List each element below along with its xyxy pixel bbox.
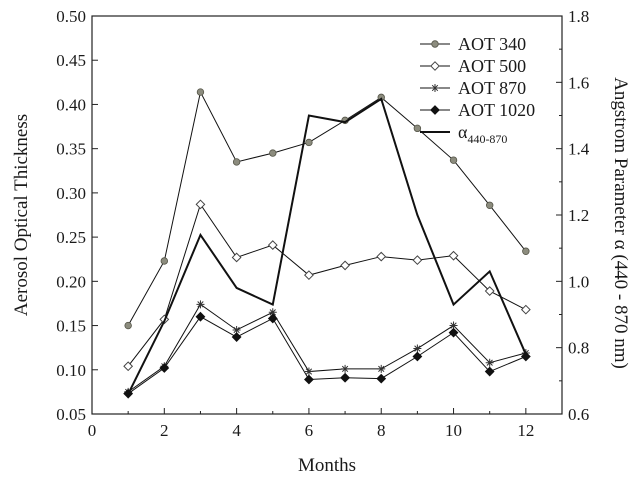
data-point bbox=[231, 252, 242, 263]
y-tick-label: 0.45 bbox=[56, 51, 86, 70]
data-point bbox=[413, 344, 422, 353]
y-tick-label: 0.30 bbox=[56, 184, 86, 203]
legend-label: AOT 500 bbox=[458, 56, 526, 76]
data-point bbox=[232, 325, 241, 334]
data-point bbox=[376, 251, 387, 262]
legend-marker bbox=[431, 40, 439, 48]
x-tick-label: 6 bbox=[305, 421, 314, 440]
series-line bbox=[127, 316, 527, 395]
y-tick-label: 0.40 bbox=[56, 95, 86, 114]
data-point bbox=[376, 373, 387, 384]
data-point bbox=[304, 374, 314, 385]
data-point bbox=[340, 260, 350, 271]
data-point bbox=[195, 199, 206, 210]
data-point bbox=[304, 367, 313, 376]
series-1 bbox=[123, 199, 531, 372]
data-point bbox=[340, 372, 350, 383]
y2-tick-label: 1.6 bbox=[568, 73, 589, 92]
series-2 bbox=[124, 300, 530, 396]
data-point bbox=[267, 313, 278, 324]
x-tick-label: 8 bbox=[377, 421, 386, 440]
data-point bbox=[195, 311, 206, 322]
data-point bbox=[412, 351, 423, 362]
data-point bbox=[520, 304, 531, 315]
data-point bbox=[449, 321, 458, 330]
data-point bbox=[520, 351, 531, 362]
data-point bbox=[123, 361, 134, 372]
x-tick-label: 2 bbox=[160, 421, 169, 440]
data-point bbox=[412, 255, 423, 266]
x-axis-title: Months bbox=[298, 455, 356, 476]
y2-tick-label: 1.4 bbox=[568, 140, 590, 159]
legend-label: AOT 340 bbox=[458, 34, 526, 54]
data-point bbox=[196, 88, 205, 96]
y-tick-label: 0.20 bbox=[56, 272, 86, 291]
data-point bbox=[232, 158, 241, 166]
data-point bbox=[485, 201, 494, 209]
series-3 bbox=[123, 311, 531, 399]
y-tick-label: 0.05 bbox=[56, 405, 86, 424]
y-tick-label: 0.25 bbox=[56, 228, 86, 247]
data-point bbox=[269, 149, 277, 157]
x-tick-label: 0 bbox=[88, 421, 97, 440]
data-point bbox=[304, 270, 314, 281]
legend-label: AOT 1020 bbox=[458, 100, 535, 120]
legend-entry: AOT 340 bbox=[420, 34, 526, 54]
legend-entry: AOT 500 bbox=[420, 56, 526, 76]
data-point bbox=[484, 366, 495, 377]
data-point bbox=[484, 286, 495, 296]
x-tick-label: 12 bbox=[517, 421, 534, 440]
data-point bbox=[305, 138, 313, 147]
data-point bbox=[124, 321, 132, 330]
legend-entry: AOT 1020 bbox=[420, 100, 535, 120]
data-point bbox=[341, 364, 350, 373]
data-point bbox=[160, 257, 169, 265]
data-point bbox=[196, 300, 205, 309]
y-tick-label: 0.15 bbox=[56, 317, 86, 336]
legend-marker bbox=[430, 61, 440, 71]
data-point bbox=[448, 327, 459, 338]
data-point bbox=[377, 364, 386, 373]
data-point bbox=[449, 156, 458, 164]
series-line bbox=[127, 203, 527, 367]
legend-entry: AOT 870 bbox=[420, 78, 526, 98]
data-point bbox=[448, 250, 459, 261]
y2-tick-label: 0.6 bbox=[568, 405, 589, 424]
y-tick-label: 0.50 bbox=[56, 7, 86, 26]
series-line bbox=[127, 90, 527, 326]
legend-label-subscript: 440-870 bbox=[467, 132, 507, 146]
data-point bbox=[413, 124, 422, 133]
series-4 bbox=[127, 97, 527, 395]
series-line bbox=[127, 303, 526, 393]
data-point bbox=[522, 247, 530, 255]
x-tick-label: 4 bbox=[232, 421, 241, 440]
y-axis-title: Aerosol Optical Thickness bbox=[11, 114, 32, 316]
x-tick-label: 10 bbox=[445, 421, 462, 440]
series-line bbox=[127, 97, 527, 395]
legend-marker bbox=[431, 84, 439, 92]
data-point bbox=[485, 358, 494, 367]
legend-entry: α440-870 bbox=[420, 122, 507, 146]
legend-label: AOT 870 bbox=[458, 78, 526, 98]
data-point bbox=[231, 332, 242, 342]
y-tick-label: 0.35 bbox=[56, 140, 86, 159]
legend-marker bbox=[430, 105, 440, 115]
data-point bbox=[159, 363, 170, 373]
y2-tick-label: 0.8 bbox=[568, 339, 589, 358]
y2-axis-title: Angstrom Parameter α (440 - 870 nm) bbox=[610, 77, 631, 369]
y2-tick-label: 1.8 bbox=[568, 7, 589, 26]
series-0 bbox=[124, 88, 530, 330]
data-point bbox=[267, 240, 278, 250]
legend-label: α440-870 bbox=[458, 122, 507, 146]
y2-tick-label: 1.2 bbox=[568, 206, 589, 225]
y2-tick-label: 1.0 bbox=[568, 272, 589, 291]
y-tick-label: 0.10 bbox=[56, 361, 86, 380]
data-point bbox=[268, 308, 277, 317]
